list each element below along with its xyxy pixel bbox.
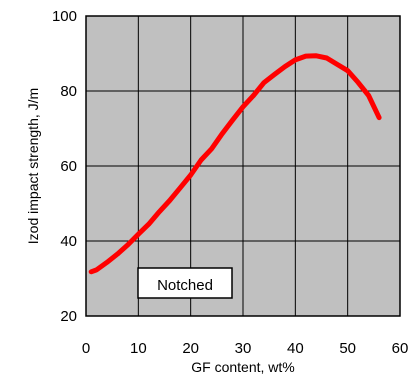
y-tick-label: 80 [60,83,77,100]
plot-frame [85,15,401,317]
y-tick-label: 20 [60,308,77,325]
x-tick-label: 50 [339,340,356,357]
x-tick-label: 0 [82,340,90,357]
annotation-label: Notched [157,277,213,294]
x-tick-label: 20 [182,340,199,357]
series-line [88,53,382,275]
x-axis-title: GF content, wt% [191,359,294,375]
y-tick-label: 100 [52,8,77,25]
y-tick-label: 40 [60,233,77,250]
annotation-box: Notched [137,267,233,299]
y-tick-label: 60 [60,158,77,175]
x-tick-label: 10 [130,340,147,357]
x-tick-label: 30 [235,340,252,357]
grid [86,16,400,316]
annotation-frame [137,267,233,299]
y-axis-title: Izod impact strength, J/m [25,88,41,244]
x-tick-label: 60 [392,340,409,357]
axis-ticks: 0 10 20 30 40 50 60 20 40 60 80 100 [52,8,408,357]
x-tick-label: 40 [287,340,304,357]
